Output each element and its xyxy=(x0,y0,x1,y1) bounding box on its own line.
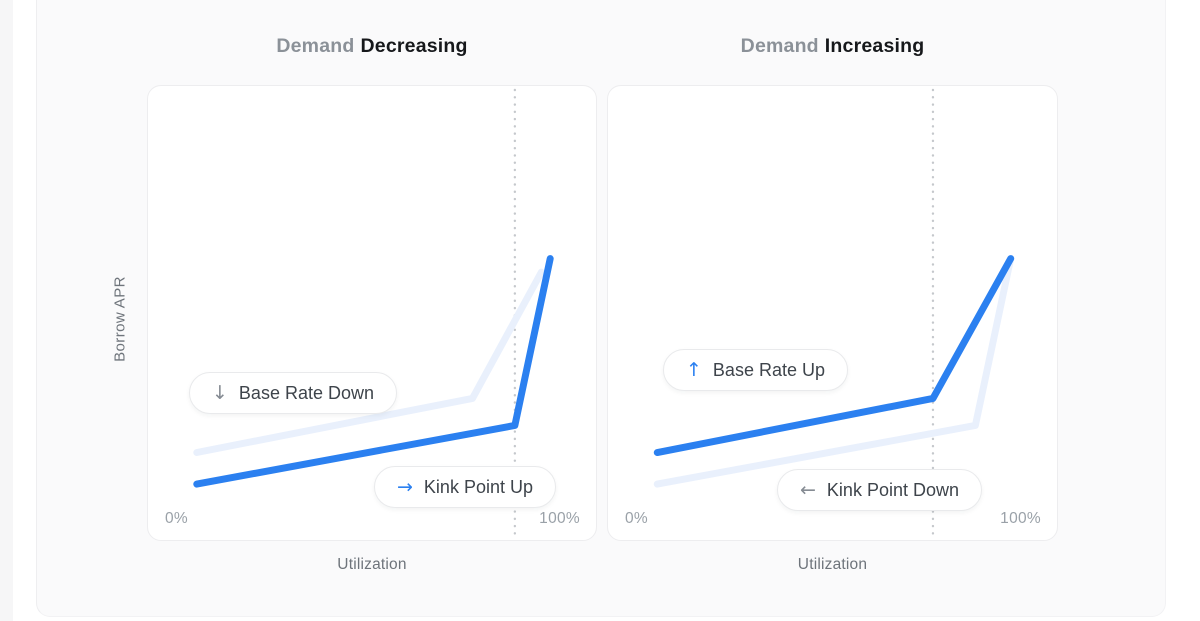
title-muted-text: Demand xyxy=(740,35,819,57)
right-arrow-icon: → xyxy=(397,475,413,498)
title-strong-text: Decreasing xyxy=(360,35,468,57)
annotation-label: Base Rate Down xyxy=(238,382,374,403)
x-axis-label-increasing: Utilization xyxy=(797,556,868,573)
annotation-label: Kink Point Up xyxy=(423,476,533,497)
x-tick-0: 0% xyxy=(165,510,189,527)
base-rate-down-pill: ↓ Base Rate Down xyxy=(189,372,397,414)
kink-point-down-pill: ← Kink Point Down xyxy=(777,469,982,511)
chart-canvas-increasing xyxy=(653,88,1015,538)
x-tick-100: 100% xyxy=(539,510,580,527)
title-strong-text: Increasing xyxy=(824,35,925,57)
x-tick-0: 0% xyxy=(625,510,649,527)
title-muted-text: Demand xyxy=(276,35,355,57)
previous-rate-curve xyxy=(653,255,1015,488)
annotation-label: Kink Point Down xyxy=(826,479,959,500)
new-rate-curve xyxy=(193,255,554,488)
annotation-label: Base Rate Up xyxy=(712,359,825,380)
chart-canvas-decreasing xyxy=(193,88,554,538)
x-axis-label-decreasing: Utilization xyxy=(337,556,407,573)
content-panel: Demand Decreasing Demand Increasing Borr… xyxy=(36,0,1166,617)
chart-card-demand-increasing: ↑ Base Rate Up ← Kink Point Down 0% 100% xyxy=(607,85,1058,541)
chart-title-demand-decreasing: Demand Decreasing xyxy=(147,35,597,58)
base-rate-up-pill: ↑ Base Rate Up xyxy=(663,349,848,391)
kink-point-up-pill: → Kink Point Up xyxy=(374,466,556,508)
left-edge-strip xyxy=(0,0,13,621)
x-tick-100: 100% xyxy=(1000,510,1041,527)
chart-title-demand-increasing: Demand Increasing xyxy=(607,35,1058,58)
y-axis-label: Borrow APR xyxy=(111,276,129,362)
previous-rate-curve xyxy=(193,268,545,457)
up-arrow-icon: ↑ xyxy=(686,358,702,381)
left-arrow-icon: ← xyxy=(800,478,816,501)
down-arrow-icon: ↓ xyxy=(212,381,228,404)
chart-card-demand-decreasing: ↓ Base Rate Down → Kink Point Up 0% 100% xyxy=(147,85,597,541)
new-rate-curve xyxy=(653,255,1015,457)
